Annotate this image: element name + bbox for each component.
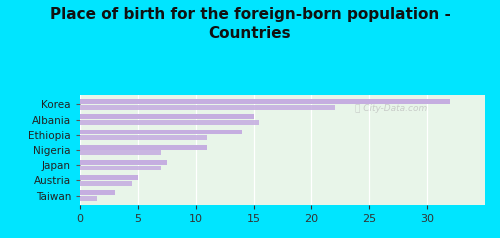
Bar xyxy=(80,196,98,201)
Bar xyxy=(80,166,161,170)
Bar xyxy=(80,114,254,119)
Bar xyxy=(80,181,132,186)
Bar xyxy=(80,190,114,195)
Bar xyxy=(80,99,450,104)
Bar xyxy=(80,150,161,155)
Bar xyxy=(80,120,260,125)
Bar xyxy=(80,129,242,134)
Bar xyxy=(80,145,208,149)
Text: Ⓜ City-Data.com: Ⓜ City-Data.com xyxy=(356,104,428,113)
Text: Place of birth for the foreign-born population -
Countries: Place of birth for the foreign-born popu… xyxy=(50,7,450,41)
Bar xyxy=(80,135,208,140)
Bar xyxy=(80,175,138,180)
Bar xyxy=(80,160,167,165)
Bar xyxy=(80,105,334,109)
